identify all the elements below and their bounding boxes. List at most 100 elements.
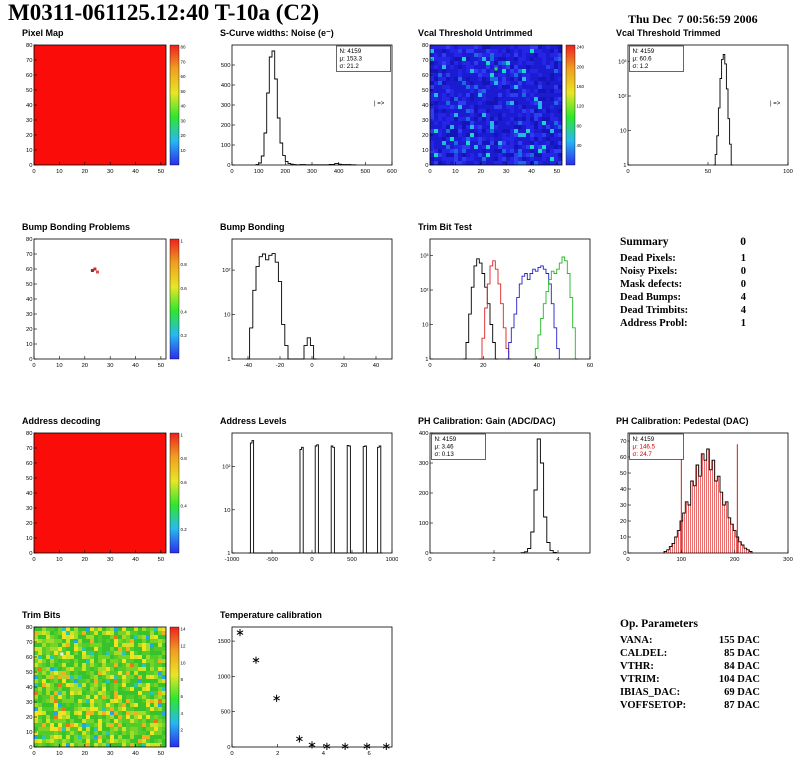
scurve-noise-chart: 0 100 200 300 400 500 600 0 100 200 300 400 500 N: 41…: [221, 44, 397, 175]
svg-text:0.2: 0.2: [181, 527, 188, 532]
param-label: Address Probl:: [620, 318, 688, 329]
svg-text:20: 20: [181, 133, 187, 138]
svg-text:N: 4159: N: 4159: [340, 48, 362, 55]
svg-text:0: 0: [32, 751, 35, 757]
svg-text:500: 500: [360, 169, 370, 175]
param-label: VOFFSETOP:: [620, 700, 687, 711]
svg-text:80: 80: [26, 431, 32, 437]
svg-text:100: 100: [254, 169, 264, 175]
svg-text:20: 20: [480, 363, 486, 369]
svg-text:10: 10: [181, 660, 187, 665]
svg-text:300: 300: [419, 461, 429, 467]
svg-text:60: 60: [181, 74, 187, 79]
svg-text:40: 40: [26, 491, 32, 497]
chart-title: Temperature calibration: [220, 610, 322, 620]
svg-text:0: 0: [310, 557, 313, 563]
svg-text:20: 20: [82, 751, 88, 757]
svg-text:70: 70: [181, 59, 187, 64]
svg-text:20: 20: [341, 363, 347, 369]
svg-text:20: 20: [26, 133, 32, 139]
svg-text:0.8: 0.8: [181, 262, 188, 267]
panel-bump-bonding: Bump Bonding -40 -20 0 20 40 1 10 10²: [206, 222, 398, 390]
temperature-calibration-chart: 0 2 4 6 0 500 1000 1500: [218, 626, 393, 757]
pixel-map-chart: 10 20 30 40 50 60 70 80 0 10 20 30 40 50 0 10 20 30 40 50 60…: [26, 43, 187, 175]
svg-text:0: 0: [29, 745, 32, 751]
param-value: 0: [740, 266, 746, 277]
param-label: Mask defects:: [620, 279, 683, 290]
svg-text:10: 10: [26, 730, 32, 736]
svg-text:0: 0: [428, 169, 431, 175]
svg-text:200: 200: [577, 64, 585, 69]
svg-text:1: 1: [227, 357, 230, 363]
param-row: VOFFSETOP: 87 DAC: [620, 699, 760, 712]
chart-title: Address Levels: [220, 416, 287, 426]
chart-title: Address decoding: [22, 416, 101, 426]
param-row: IBIAS_DAC: 69 DAC: [620, 686, 760, 699]
param-row: VANA: 155 DAC: [620, 634, 760, 647]
svg-text:160: 160: [577, 84, 585, 89]
svg-text:1: 1: [227, 551, 230, 557]
svg-text:0.4: 0.4: [181, 503, 188, 508]
svg-text:60: 60: [26, 267, 32, 273]
svg-text:0: 0: [227, 163, 230, 169]
svg-text:0: 0: [626, 169, 629, 175]
svg-text:40: 40: [26, 297, 32, 303]
param-row: Noisy Pixels: 0: [620, 265, 746, 278]
chart-title: Bump Bonding: [220, 222, 285, 232]
param-row: Dead Bumps: 4: [620, 291, 746, 304]
svg-text:1000: 1000: [218, 674, 231, 680]
svg-text:500: 500: [221, 63, 231, 69]
svg-text:2: 2: [181, 728, 184, 733]
svg-text:70: 70: [620, 439, 626, 445]
svg-text:0: 0: [32, 363, 35, 369]
svg-text:20: 20: [620, 519, 626, 525]
chart-title: Trim Bits: [22, 610, 61, 620]
svg-text:40: 40: [132, 169, 138, 175]
svg-text:400: 400: [334, 169, 344, 175]
chart-title: PH Calibration: Gain (ADC/DAC): [418, 416, 556, 426]
panel-ph-pedestal: PH Calibration: Pedestal (DAC) 0 100 200 30…: [602, 416, 794, 584]
svg-text:400: 400: [221, 83, 231, 89]
svg-text:40: 40: [26, 103, 32, 109]
svg-text:σ: 0.13: σ: 0.13: [435, 451, 455, 458]
svg-text:1: 1: [425, 357, 428, 363]
svg-text:40: 40: [620, 487, 626, 493]
chart-title: Trim Bit Test: [418, 222, 472, 232]
svg-text:0: 0: [29, 163, 32, 169]
param-value: 4: [740, 305, 746, 316]
svg-text:0.2: 0.2: [181, 333, 188, 338]
svg-text:10: 10: [224, 313, 230, 319]
svg-text:10: 10: [26, 342, 32, 348]
svg-text:100: 100: [221, 143, 231, 149]
svg-text:50: 50: [158, 363, 164, 369]
svg-text:μ: 153.3: μ: 153.3: [340, 56, 363, 63]
svg-text:50: 50: [158, 557, 164, 563]
svg-text:10: 10: [56, 557, 62, 563]
summary-total: 0: [740, 236, 746, 248]
svg-text:10: 10: [181, 148, 187, 153]
svg-text:0: 0: [310, 363, 313, 369]
svg-text:10: 10: [56, 169, 62, 175]
svg-text:σ: 1.2: σ: 1.2: [633, 63, 649, 70]
param-value: 1: [740, 253, 746, 264]
svg-text:0: 0: [425, 163, 428, 169]
svg-text:400: 400: [419, 431, 429, 437]
panel-trim-bits: Trim Bits 2 4 6 8 10 12 14 0 10 20 30 40 50 0 10 20 30 40…: [8, 610, 200, 778]
svg-text:100: 100: [783, 169, 793, 175]
svg-text:20: 20: [422, 133, 428, 139]
svg-text:1000: 1000: [386, 557, 398, 563]
svg-text:σ: 21.2: σ: 21.2: [340, 63, 360, 70]
trim-bits-chart: 2 4 6 8 10 12 14 0 10 20 30 40 50 0 10 20 30 40 50 60 70 80: [26, 625, 187, 757]
svg-text:10: 10: [422, 148, 428, 154]
svg-text:20: 20: [82, 557, 88, 563]
svg-text:-20: -20: [276, 363, 284, 369]
svg-text:10²: 10²: [222, 465, 230, 471]
param-row: CALDEL: 85 DAC: [620, 647, 760, 660]
svg-text:100: 100: [676, 557, 686, 563]
svg-text:0: 0: [428, 557, 431, 563]
svg-text:40: 40: [422, 103, 428, 109]
svg-text:-1000: -1000: [225, 557, 240, 563]
svg-text:500: 500: [221, 710, 231, 716]
chart-title: Vcal Threshold Trimmed: [616, 28, 721, 38]
